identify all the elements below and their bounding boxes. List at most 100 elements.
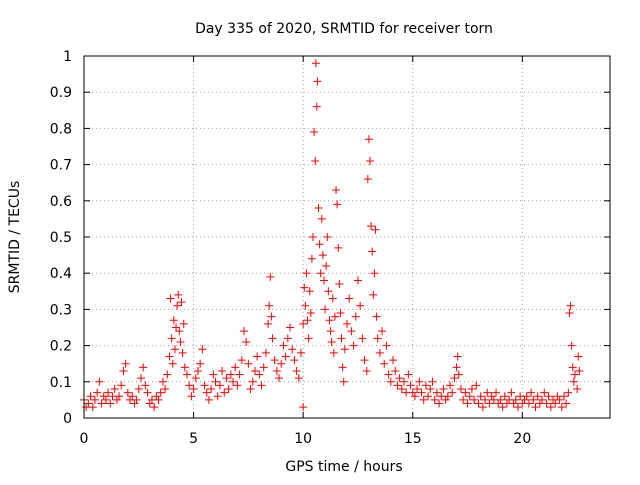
data-point	[200, 381, 209, 390]
data-point	[161, 385, 170, 394]
data-point	[170, 345, 179, 354]
grid-layer	[84, 56, 610, 418]
data-point	[193, 366, 202, 375]
data-point	[84, 399, 93, 408]
data-point	[428, 377, 437, 386]
data-point	[326, 327, 335, 336]
data-point	[211, 377, 220, 386]
data-point	[296, 348, 305, 357]
data-point	[559, 392, 568, 401]
data-point	[520, 395, 529, 404]
data-point	[244, 359, 253, 368]
data-point	[237, 356, 246, 365]
data-point	[279, 341, 288, 350]
data-point	[472, 381, 481, 390]
data-point	[542, 399, 551, 408]
data-point	[141, 381, 150, 390]
x-axis-label: GPS time / hours	[285, 459, 402, 475]
data-point	[145, 399, 154, 408]
data-point	[573, 385, 582, 394]
data-point	[397, 385, 406, 394]
data-point	[294, 374, 303, 383]
data-point	[121, 359, 130, 368]
data-point	[101, 395, 110, 404]
data-point	[382, 341, 391, 350]
data-point	[439, 385, 448, 394]
data-point	[323, 233, 332, 241]
data-point	[218, 366, 227, 375]
data-point	[191, 374, 200, 383]
data-point	[575, 366, 584, 375]
data-point	[386, 377, 395, 386]
data-point	[487, 392, 496, 401]
y-tick-label: 0.9	[50, 85, 72, 101]
y-tick-label: 0.6	[50, 194, 72, 210]
data-point	[277, 359, 286, 368]
data-point	[347, 327, 356, 336]
data-point	[492, 388, 501, 397]
data-point	[317, 214, 326, 223]
data-point	[128, 392, 137, 401]
data-point	[413, 385, 422, 394]
data-point	[283, 334, 292, 343]
data-point	[533, 392, 542, 401]
data-point	[325, 316, 334, 325]
data-point	[250, 366, 259, 375]
data-point	[369, 290, 378, 299]
data-point	[167, 334, 176, 343]
data-point	[459, 395, 468, 404]
data-point	[574, 352, 583, 361]
data-point	[562, 399, 571, 408]
y-tick-label: 0.8	[50, 121, 72, 137]
data-point	[452, 363, 461, 372]
data-point	[130, 399, 139, 408]
data-point	[465, 392, 474, 401]
data-point	[204, 395, 213, 404]
data-point	[424, 392, 433, 401]
data-point	[180, 363, 189, 372]
data-point	[158, 377, 167, 386]
data-point	[367, 222, 376, 231]
data-point	[110, 385, 119, 394]
data-point	[393, 381, 402, 390]
data-point	[426, 385, 435, 394]
data-point	[568, 363, 577, 372]
data-point	[209, 370, 218, 379]
data-point	[90, 395, 99, 404]
data-point	[303, 316, 312, 325]
data-point	[288, 345, 297, 354]
data-point	[299, 403, 308, 412]
data-point	[430, 395, 439, 404]
data-point	[380, 359, 389, 368]
data-point	[463, 399, 472, 408]
data-point	[139, 363, 148, 372]
data-point	[246, 385, 255, 394]
data-point	[117, 381, 126, 390]
data-point	[467, 385, 476, 394]
data-point	[266, 272, 275, 281]
data-point	[304, 334, 313, 343]
data-point	[570, 370, 579, 379]
data-point	[565, 309, 574, 318]
data-point	[292, 366, 301, 375]
data-point	[150, 403, 159, 412]
y-tick-label: 0.7	[50, 158, 72, 174]
data-point	[235, 370, 244, 379]
data-point	[301, 301, 310, 310]
data-point	[242, 337, 251, 346]
data-point	[513, 403, 522, 412]
data-point	[255, 370, 264, 379]
data-point	[318, 251, 327, 260]
data-point	[557, 403, 566, 412]
data-point	[456, 385, 465, 394]
data-point	[391, 366, 400, 375]
data-point	[177, 298, 186, 307]
data-point	[345, 294, 354, 303]
data-point	[507, 388, 516, 397]
data-point	[198, 345, 207, 354]
data-point	[351, 312, 360, 321]
y-tick-label: 1	[63, 49, 72, 65]
data-point	[93, 388, 102, 397]
data-point	[446, 381, 455, 390]
